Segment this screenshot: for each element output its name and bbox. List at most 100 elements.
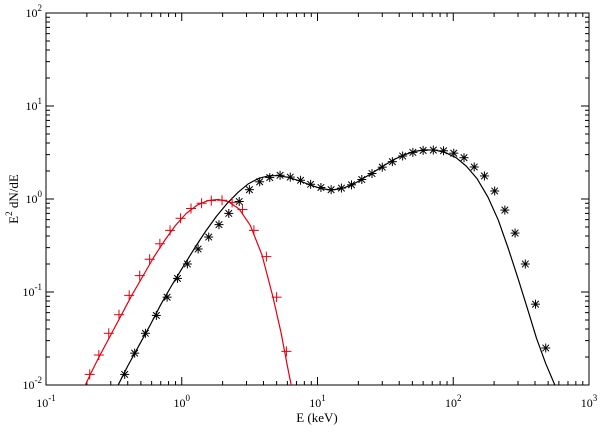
star-marker-d2 [225,209,233,218]
series-1-point [130,348,140,358]
star-marker-d2 [460,154,468,162]
tick-label-exponent: 0 [186,393,191,403]
series-1-point [140,328,150,338]
series-0-point [248,225,259,236]
series-0-point [93,350,104,361]
series-1-point [439,146,449,156]
tick-label-base: 10 [174,396,186,410]
star-marker-d2 [121,370,129,379]
star-marker-d2 [409,148,417,157]
series-1-point [449,148,459,158]
star-marker-d2 [521,260,529,268]
series-1-point [265,173,275,183]
series-1-point [275,170,285,180]
series-0-point [237,204,248,215]
star-marker-d2 [542,344,550,352]
star-marker-d2 [141,329,150,337]
series-1-point [255,177,265,187]
tick-label-base: 10 [445,396,457,410]
star-marker-d2 [450,149,458,157]
star-marker-d2 [306,180,315,188]
series-1-point [244,185,254,195]
tick-label-exponent: 1 [38,96,43,106]
series-1-point [214,220,224,230]
series-0-point [124,290,135,301]
series-1-point [510,228,520,238]
tick-label-base: 10 [26,6,38,20]
axis-ticks [45,12,590,386]
tick-label-exponent: 2 [457,393,462,403]
series-1-point [469,162,479,172]
series-1-point [367,169,377,179]
series-1-line [117,149,556,385]
tick-label-exponent: -1 [48,393,56,403]
star-marker-d2 [347,181,356,189]
star-marker-d2 [358,175,366,184]
tick-label-exponent: 0 [38,189,43,199]
series-1-point [408,147,418,157]
star-marker-d2 [286,173,294,181]
star-marker-d2 [388,158,397,166]
series-1-point [162,292,172,302]
tick-label-exponent: 2 [38,3,43,13]
tick-label-base: 10 [36,396,48,410]
tick-label-exponent: 1 [321,393,326,403]
star-marker-d2 [163,293,171,301]
star-marker-d2 [173,274,182,283]
series-0-point [144,254,155,265]
series-0-point [227,197,238,208]
y-axis-label-rest: dN/dE [6,174,21,211]
series-0-line [84,198,292,385]
plot-frame [45,12,590,386]
series-0-point [175,213,186,224]
star-marker-d2 [368,169,376,178]
series-1-point [193,244,203,254]
series-1-point [377,162,387,172]
series-1-point [541,343,551,353]
series-1-point [296,175,306,185]
series-1-point [520,259,530,269]
series-1-point [120,369,130,379]
y-tick-label: 100 [26,189,43,206]
tick-label-base: 10 [26,192,38,206]
x-tick-label: 103 [581,393,598,410]
series-1-point [172,273,182,283]
star-marker-d2 [378,163,386,171]
y-axis-label: E2 dN/dE [4,174,21,224]
x-axis-label: E (keV) [296,410,338,425]
series-1-point [500,205,510,215]
series-1-point [204,232,214,242]
star-marker-d2 [194,245,202,253]
star-marker-d2 [501,206,509,214]
tick-label-exponent: -1 [35,282,43,292]
star-marker-d2 [429,146,437,154]
star-marker-d2 [205,233,213,241]
star-marker-d2 [235,197,243,206]
x-tick-label: 101 [309,393,326,410]
tick-label-base: 10 [26,99,38,113]
star-marker-d2 [276,171,284,179]
star-marker-d2 [470,163,478,171]
series-1-point [151,310,161,320]
series-1-point [234,196,244,206]
y-axis-label-sup: 2 [4,211,14,216]
series-0-point [114,309,125,320]
star-marker-d2 [337,184,346,192]
series-0-point [271,292,282,303]
star-marker-d2 [256,178,264,186]
star-marker-d2 [480,172,489,180]
star-marker-d2 [439,147,448,155]
star-marker-d2 [296,176,305,184]
star-marker-d2 [419,146,427,155]
tick-label-base: 10 [309,396,321,410]
series-0-point [103,328,114,339]
series-1-point [459,153,469,163]
tick-label-base: 10 [23,378,35,392]
series-1-point [316,182,326,192]
series-0-point [206,195,217,206]
series-1-point [336,183,346,193]
star-marker-d2 [491,187,499,195]
series-1-point [479,171,489,181]
